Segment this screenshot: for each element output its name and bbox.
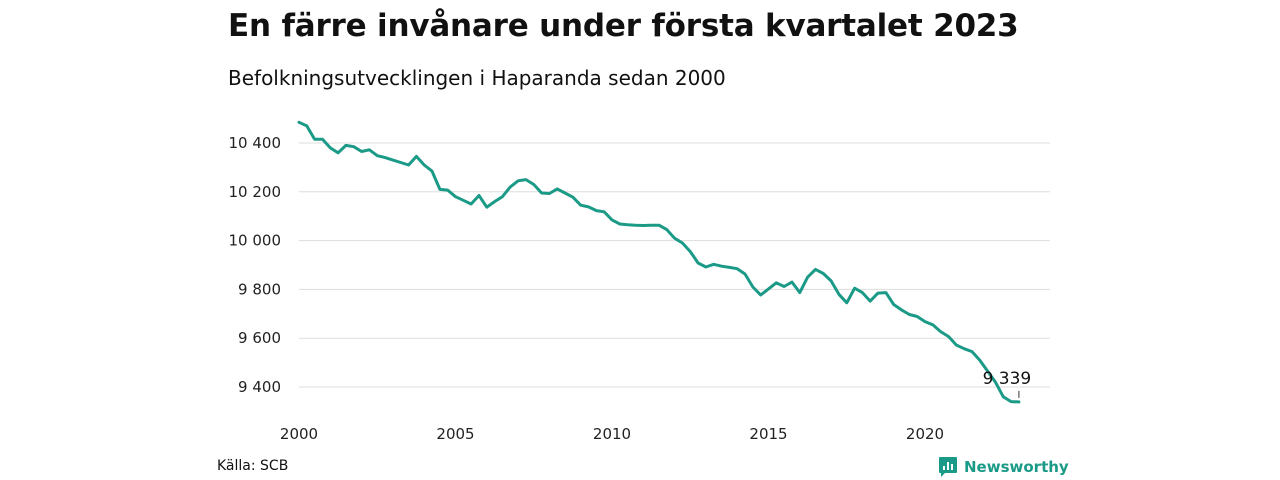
source-note: Källa: SCB: [217, 458, 289, 474]
y-tick-label: 10 200: [229, 183, 282, 201]
chart-title: En färre invånare under första kvartalet…: [228, 8, 1019, 44]
chart-subtitle: Befolkningsutvecklingen i Haparanda seda…: [228, 66, 726, 90]
gridlines: [299, 142, 1050, 388]
y-axis-ticks: 9 400 9 600 9 800 10 000 10 200 10 400: [229, 134, 282, 396]
y-tick-label: 9 600: [238, 329, 281, 347]
annotations: 9 339: [983, 369, 1032, 398]
brand-name: Newsworthy: [964, 458, 1069, 476]
y-tick-label: 10 400: [229, 134, 282, 152]
series-group: [297, 120, 1021, 404]
x-tick-label: 2020: [906, 425, 944, 443]
last-value-label: 9 339: [983, 369, 1032, 389]
y-tick-label: 10 000: [229, 232, 282, 250]
brand-logo: Newsworthy: [938, 456, 1069, 478]
x-tick-label: 2005: [436, 425, 474, 443]
x-tick-label: 2000: [280, 425, 318, 443]
x-axis-ticks: 2000 2005 2010 2015 2020: [280, 425, 944, 443]
x-tick-label: 2010: [593, 425, 631, 443]
y-tick-label: 9 400: [238, 378, 281, 396]
x-tick-label: 2015: [749, 425, 787, 443]
newsworthy-logo-icon: [939, 457, 957, 477]
series-line: [297, 120, 1021, 404]
y-tick-label: 9 800: [238, 280, 281, 298]
